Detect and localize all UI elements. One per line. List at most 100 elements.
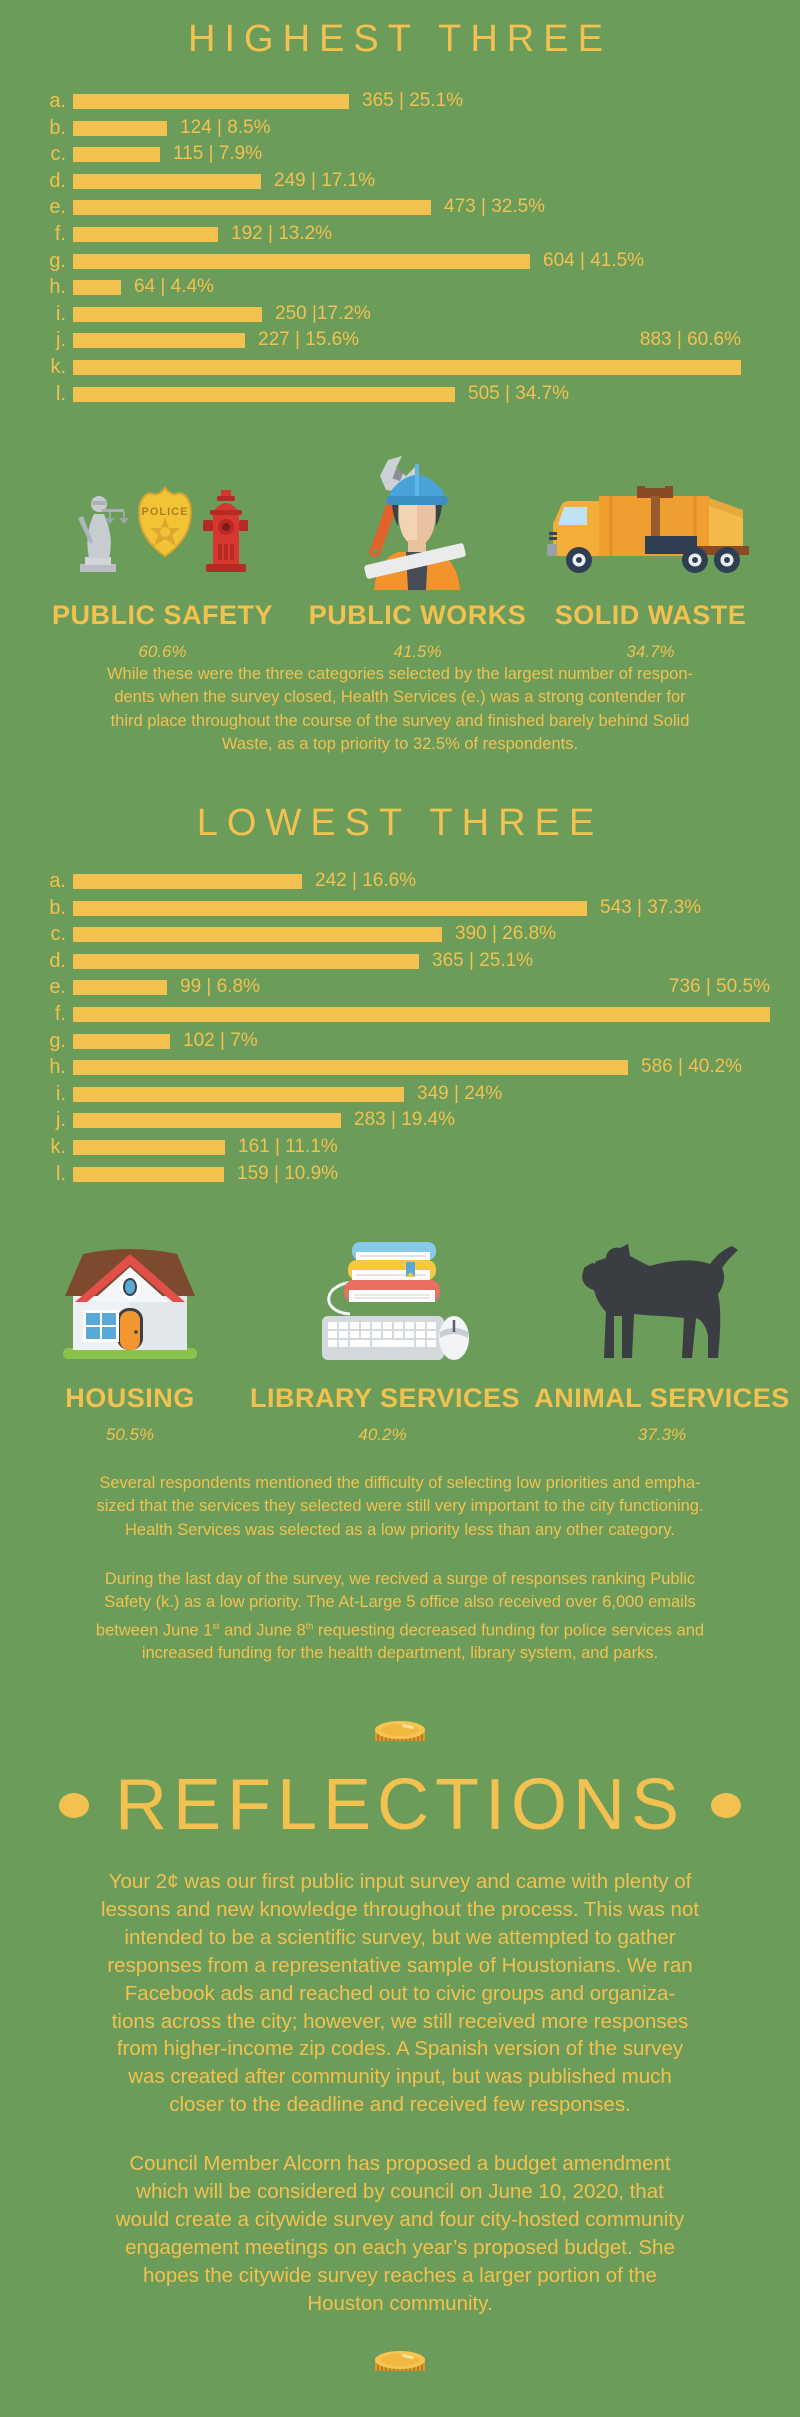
bar [73, 1006, 770, 1022]
bar [73, 1086, 404, 1102]
bar-value-label: 102 | 7% [183, 1029, 258, 1051]
bar-row-letter: h. [49, 1056, 66, 1079]
bar-row: l. 159 | 10.9% [0, 1161, 800, 1188]
bar-value-label: 242 | 16.6% [315, 870, 417, 891]
bar-row: d. 365 | 25.1% [0, 948, 800, 975]
bar [73, 226, 218, 242]
bar [73, 333, 245, 349]
highest-three-bar-chart: a. 365 | 25.1% b. 124 | 8.5% c. 115 | 7.9% d. 2… [0, 88, 800, 407]
reflections-paragraph-2: Council Member Alcorn has proposed a bud… [115, 2152, 685, 2315]
bar [73, 980, 167, 996]
bar-row: a. 242 | 16.6% [0, 868, 800, 895]
bar-row: a. 365 | 25.1% [0, 88, 800, 115]
bar-value-label: 604 | 41.5% [543, 249, 645, 271]
bar-row: i. 349 | 24% [0, 1081, 800, 1108]
bar [73, 1033, 170, 1049]
bar-value-label: 115 | 7.9% [173, 143, 263, 165]
bar [73, 386, 455, 402]
bar-row-letter: b. [49, 896, 66, 919]
bar-row: c. 390 | 26.8% [0, 921, 800, 948]
bar-value-label: 249 | 17.1% [274, 169, 376, 191]
bar [73, 900, 587, 916]
bar [73, 927, 442, 943]
bar-row: j. 283 | 19.4% [0, 1107, 800, 1134]
bar-row-letter: i. [56, 302, 66, 325]
bar-row: h. 586 | 40.2% [0, 1054, 800, 1081]
bar-row: f. 192 | 13.2% [0, 221, 800, 248]
bar [73, 1139, 225, 1155]
bar-value-label: 99 | 6.8% [180, 976, 260, 998]
category-library-services-label: LIBRARY SERVICES [250, 1383, 521, 1413]
police-badge-icon: POLICE [138, 486, 192, 558]
bar-row-letter: e. [49, 976, 66, 999]
bar-row: b. 543 | 37.3% [0, 895, 800, 922]
bar-row: g. 102 | 7% [0, 1028, 800, 1055]
bar-row: h. 64 | 4.4% [0, 274, 800, 301]
bar-row: f. 736 | 50.5% [0, 976, 800, 1028]
category-housing-label: HOUSING [65, 1383, 195, 1413]
bar [73, 1166, 224, 1182]
category-animal-services-label: ANIMAL SERVICES [534, 1383, 790, 1413]
bar [73, 147, 160, 163]
fire-hydrant-icon [203, 490, 248, 572]
bar-row-letter: a. [49, 870, 66, 892]
house-icon [63, 1249, 197, 1359]
bar-row: l. 505 | 34.7% [0, 381, 800, 408]
highest-three-note: While these were the three categories se… [106, 665, 694, 753]
bar-value-label: 390 | 26.8% [455, 923, 557, 945]
bar-value-label: 736 | 50.5% [668, 976, 770, 998]
garbage-truck-icon [547, 486, 749, 573]
bar-value-label: 124 | 8.5% [180, 116, 271, 138]
books-keyboard-mouse-icon [322, 1242, 469, 1360]
bar-value-label: 192 | 13.2% [231, 222, 333, 244]
bar-row: j. 227 | 15.6% [0, 327, 800, 354]
bar-row-letter: k. [50, 355, 66, 378]
bullet-dot-icon [58, 1792, 89, 1818]
bar [73, 200, 431, 216]
bar-row: e. 99 | 6.8% [0, 974, 800, 1001]
bar-value-label: 161 | 11.1% [238, 1135, 338, 1157]
construction-worker-icon [364, 456, 466, 590]
bar [73, 1060, 628, 1076]
dog-icon [582, 1244, 738, 1358]
bar [73, 173, 261, 189]
category-solid-waste-pct: 34.7% [626, 642, 675, 661]
category-animal-services-pct: 37.3% [637, 1425, 687, 1444]
bar-row-letter: h. [49, 276, 66, 299]
bar [73, 1113, 341, 1129]
bar-row-letter: b. [49, 116, 66, 139]
bar [73, 953, 419, 969]
bar-row-letter: f. [54, 222, 66, 245]
bar-row: i. 250 |17.2% [0, 301, 800, 328]
bar-value-label: 473 | 32.5% [444, 196, 546, 218]
police-badge-text: POLICE [142, 506, 189, 518]
bar-value-label: 543 | 37.3% [600, 896, 702, 918]
bar-row-letter: i. [56, 1082, 66, 1105]
bar-value-label: 349 | 24% [417, 1082, 503, 1104]
category-public-works-label: PUBLIC WORKS [308, 600, 527, 630]
reflections-header: REFLECTIONS [0, 1764, 800, 1846]
bar [73, 874, 302, 889]
bar-value-label: 586 | 40.2% [641, 1056, 743, 1078]
bar [73, 359, 741, 375]
bar-row-letter: a. [49, 90, 66, 112]
bar-row: e. 473 | 32.5% [0, 194, 800, 221]
bar-value-label: 283 | 19.4% [354, 1109, 456, 1131]
category-public-safety-label: PUBLIC SAFETY [51, 600, 273, 630]
bar [73, 280, 121, 296]
bar-row: g. 604 | 41.5% [0, 248, 800, 275]
reflections-paragraph-1: Your 2¢ was our first public input surve… [101, 1870, 699, 2117]
bar-value-label: 250 |17.2% [275, 302, 371, 324]
lowest-three-note-1: Several respondents mentioned the diffic… [96, 1474, 704, 1539]
public-safety-icon-group: POLICE [78, 486, 248, 572]
category-library-services-pct: 40.2% [358, 1425, 407, 1444]
bar-row-letter: f. [54, 1002, 66, 1025]
bar-row-letter: l. [56, 1162, 66, 1185]
bar-value-label: 365 | 25.1% [362, 90, 464, 111]
bar-row-letter: j. [56, 329, 66, 352]
bar-value-label: 505 | 34.7% [468, 382, 570, 404]
category-housing-pct: 50.5% [105, 1425, 155, 1444]
highest-three-title: HIGHEST THREE [188, 18, 612, 60]
bar-row-letter: c. [50, 143, 66, 166]
